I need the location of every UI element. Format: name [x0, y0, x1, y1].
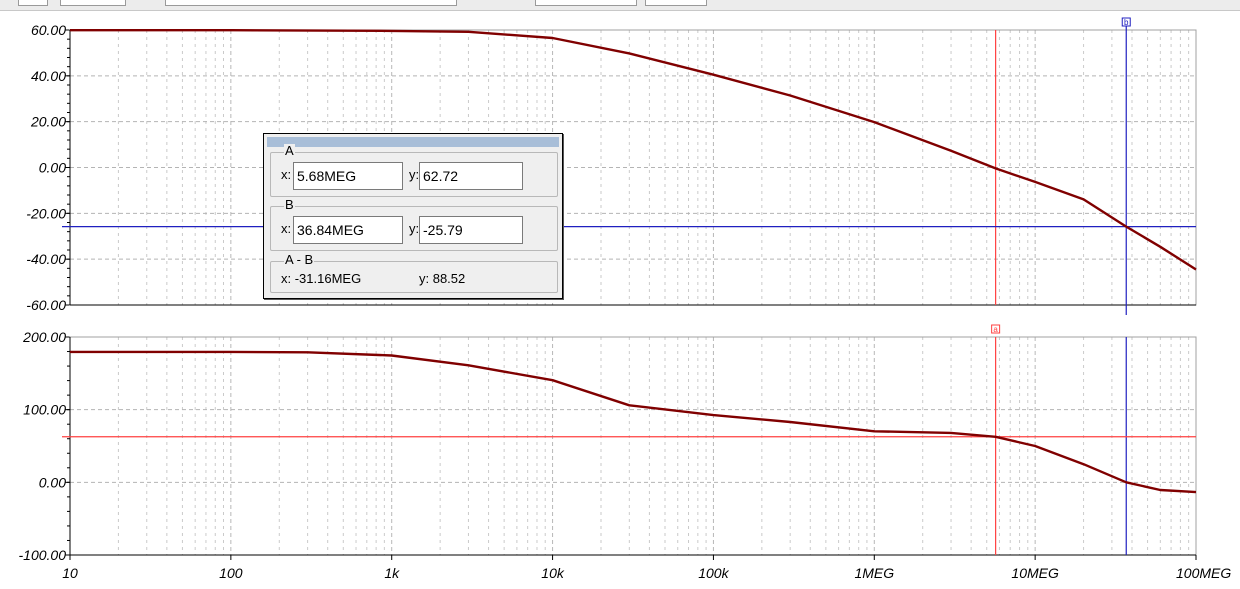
cursor-b-group: B x: 36.84MEG y: -25.79 — [270, 198, 558, 251]
cursor-readout-panel[interactable]: A x: 5.68MEG y: 62.72 B x: 36.84MEG y: -… — [263, 133, 563, 299]
y-tick-label: -40.00 — [26, 251, 66, 267]
x-tick-label: 1MEG — [854, 565, 894, 581]
x-tick-label: 1k — [384, 565, 400, 581]
magnitude-panel: 60.00 40.00 20.00 0.00 -20.00 -40.00 -60.00 — [26, 22, 1197, 315]
cursor-a-x-label: x: — [281, 167, 292, 182]
phase-panel: 200.00 100.00 0.00 -100.00 10 100 1k 10k 100k 1ME… — [19, 329, 1232, 581]
x-tick-label: 100MEG — [1176, 565, 1231, 581]
cursor-b-y-label: y: — [409, 221, 420, 236]
toolbar-field[interactable] — [165, 0, 457, 6]
toolbar-field[interactable] — [18, 0, 48, 6]
x-tick-label: 10 — [62, 565, 78, 581]
y-tick-label: -100.00 — [19, 547, 67, 563]
y-tick-label: 0.00 — [39, 160, 66, 176]
cursor-b-marker-box — [1121, 17, 1131, 27]
y-tick-label: -20.00 — [26, 205, 66, 221]
toolbar — [0, 0, 1240, 11]
toolbar-field[interactable] — [645, 0, 707, 6]
y-tick-label: 200.00 — [22, 329, 66, 345]
cursor-a-x-field[interactable]: 5.68MEG — [293, 162, 403, 190]
y-tick-label: 0.00 — [39, 474, 66, 490]
y-tick-label: 20.00 — [30, 114, 66, 130]
x-tick-label: 10MEG — [1011, 565, 1059, 581]
cursor-a-marker: a — [991, 324, 1001, 334]
cursor-a-label: A — [284, 143, 295, 158]
toolbar-field[interactable] — [60, 0, 126, 6]
cursor-a-y-field[interactable]: 62.72 — [419, 162, 523, 190]
cursor-a-group: A x: 5.68MEG y: 62.72 — [270, 144, 558, 197]
cursor-diff-y: y: 88.52 — [419, 271, 466, 286]
x-tick-label: 100k — [698, 565, 729, 581]
cursor-b-x-field[interactable]: 36.84MEG — [293, 216, 403, 244]
magnitude-trace — [70, 29, 1197, 271]
cursor-a-y-label: y: — [409, 167, 420, 182]
cursor-diff-label: A - B — [284, 252, 315, 267]
cursor-b-label: B — [284, 197, 295, 212]
y-tick-label: -60.00 — [26, 297, 66, 313]
panel-title-bar[interactable] — [267, 137, 559, 147]
cursor-a-marker-box — [991, 324, 1001, 334]
plot-frame — [69, 336, 1197, 556]
cursor-b-marker: b — [1121, 17, 1131, 27]
cursor-diff-group: A - B x: -31.16MEG y: 88.52 — [270, 253, 558, 293]
phase-trace — [70, 350, 1197, 494]
cursor-b-marker-label: b — [1124, 18, 1129, 27]
toolbar-field[interactable] — [535, 0, 637, 6]
cursor-diff-x: x: -31.16MEG — [281, 271, 362, 286]
y-tick-label: 40.00 — [31, 68, 66, 84]
x-tick-label: 10k — [541, 565, 565, 581]
cursor-a-marker-label: a — [993, 325, 998, 334]
y-tick-label: 100.00 — [23, 402, 66, 418]
y-tick-label: 60.00 — [31, 22, 66, 38]
x-tick-label: 100 — [219, 565, 243, 581]
cursor-b-y-field[interactable]: -25.79 — [419, 216, 523, 244]
cursor-b-x-label: x: — [281, 221, 292, 236]
